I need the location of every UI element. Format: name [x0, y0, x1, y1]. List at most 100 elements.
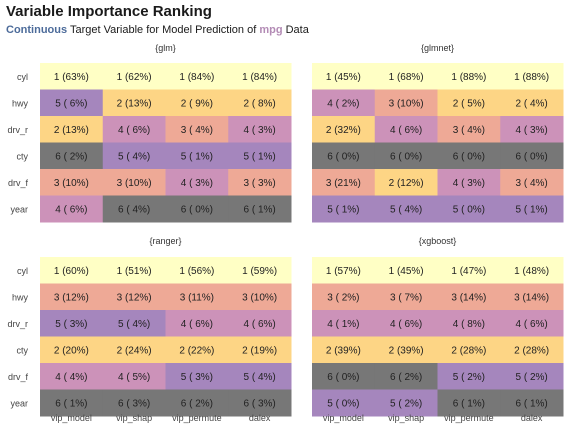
cell-label: 5 ( 3%)	[55, 319, 87, 330]
cell-label: 3 ( 4%)	[181, 125, 213, 136]
heatmap-cell	[228, 363, 292, 390]
heatmap-cell	[102, 257, 166, 284]
cell-label: 4 ( 3%)	[244, 125, 276, 136]
chart-subtitle: Continuous Target Variable for Model Pre…	[6, 24, 309, 36]
cell-label: 1 (68%)	[389, 72, 424, 83]
heatmap-cell	[40, 283, 104, 311]
heatmap-cell	[312, 89, 376, 117]
heatmap-cell	[165, 89, 229, 117]
cell-label: 3 (12%)	[54, 292, 89, 303]
heatmap-cell	[228, 89, 292, 117]
heatmap-cell	[500, 116, 564, 143]
heatmap-cell	[165, 283, 229, 311]
column-label: dalex	[521, 413, 543, 423]
heatmap-cell	[102, 195, 166, 223]
heatmap-cell	[374, 63, 438, 90]
heatmap-cell	[228, 310, 292, 337]
row-label: cty	[16, 151, 28, 161]
cell-label: 5 ( 2%)	[453, 372, 485, 383]
heatmap-cell	[102, 363, 166, 390]
cell-label: 5 ( 4%)	[244, 372, 276, 383]
heatmap-cell	[40, 257, 104, 284]
cell-label: 5 ( 2%)	[516, 372, 548, 383]
cell-label: 3 ( 4%)	[453, 125, 485, 136]
heatmap-cell	[312, 283, 376, 311]
cell-label: 1 (60%)	[54, 266, 89, 277]
cell-label: 4 ( 4%)	[55, 372, 87, 383]
heatmap-cell	[437, 169, 501, 196]
heatmap-cell	[102, 283, 166, 311]
column-label: vip_shap	[116, 413, 152, 423]
cell-label: 6 ( 0%)	[516, 151, 548, 162]
row-label: cyl	[17, 72, 28, 82]
cell-label: 1 (56%)	[179, 266, 214, 277]
heatmap-cell	[437, 116, 501, 143]
cell-label: 4 ( 6%)	[390, 125, 422, 136]
cell-label: 2 (19%)	[242, 345, 277, 356]
heatmap-cell	[437, 363, 501, 390]
heatmap-cell	[165, 363, 229, 390]
cell-label: 5 ( 6%)	[55, 98, 87, 109]
heatmap-cell	[500, 363, 564, 390]
heatmap-cell	[40, 195, 104, 223]
cell-label: 4 ( 1%)	[327, 319, 359, 330]
heatmap-cell	[102, 336, 166, 364]
cell-label: 6 ( 0%)	[327, 372, 359, 383]
heatmap-cell	[165, 63, 229, 90]
heatmap-cell	[228, 257, 292, 284]
column-label: vip_permute	[444, 413, 494, 423]
cell-label: 2 (22%)	[179, 345, 214, 356]
cell-label: 5 ( 4%)	[118, 319, 150, 330]
cell-label: 3 (14%)	[451, 292, 486, 303]
subtitle-target-highlight: Continuous	[6, 24, 68, 36]
heatmap-cell	[500, 63, 564, 90]
heatmap-cell	[312, 310, 376, 337]
cell-label: 3 (11%)	[180, 292, 214, 303]
cell-label: 4 ( 3%)	[181, 178, 213, 189]
cell-label: 2 (24%)	[117, 345, 152, 356]
cell-label: 6 ( 2%)	[181, 398, 213, 409]
cell-label: 1 (45%)	[326, 72, 361, 83]
row-label: drv_f	[8, 178, 29, 188]
cell-label: 2 (39%)	[389, 345, 424, 356]
heatmap-cell	[102, 169, 166, 196]
heatmap-cell	[40, 169, 104, 196]
cell-label: 2 (39%)	[326, 345, 361, 356]
cell-label: 3 ( 2%)	[327, 292, 359, 303]
heatmap-cell	[165, 142, 229, 170]
heatmap-cell	[374, 283, 438, 311]
cell-label: 2 (13%)	[54, 125, 89, 136]
heatmap-cell	[500, 195, 564, 223]
cell-label: 5 ( 1%)	[244, 151, 276, 162]
heatmap-cell	[500, 142, 564, 170]
heatmap-cell	[102, 310, 166, 337]
heatmap-cell	[165, 257, 229, 284]
cell-label: 2 ( 5%)	[453, 98, 485, 109]
row-label: year	[10, 204, 28, 214]
cell-label: 6 ( 2%)	[55, 151, 87, 162]
subtitle-middle-text: Target Variable for Model Prediction of	[67, 24, 260, 36]
column-label: vip_permute	[172, 413, 222, 423]
heatmap-cell	[165, 310, 229, 337]
cell-label: 6 ( 0%)	[181, 204, 213, 215]
cell-label: 5 ( 0%)	[327, 398, 359, 409]
cell-label: 2 (13%)	[117, 98, 152, 109]
heatmap-cell	[500, 310, 564, 337]
column-label: vip_model	[323, 413, 364, 423]
column-label: vip_shap	[388, 413, 424, 423]
cell-label: 5 ( 2%)	[390, 398, 422, 409]
cell-label: 1 (88%)	[451, 72, 486, 83]
heatmap-cell	[374, 257, 438, 284]
panel-title: {glm}	[155, 43, 176, 53]
cell-label: 1 (84%)	[242, 72, 277, 83]
heatmap-cell	[500, 336, 564, 364]
heatmap-cell	[165, 336, 229, 364]
cell-label: 4 ( 8%)	[453, 319, 485, 330]
cell-label: 1 (48%)	[514, 266, 549, 277]
cell-label: 3 (10%)	[117, 178, 152, 189]
cell-label: 6 ( 1%)	[516, 398, 548, 409]
cell-label: 1 (47%)	[451, 266, 486, 277]
row-label: cty	[16, 345, 28, 355]
heatmap-cell	[102, 89, 166, 117]
